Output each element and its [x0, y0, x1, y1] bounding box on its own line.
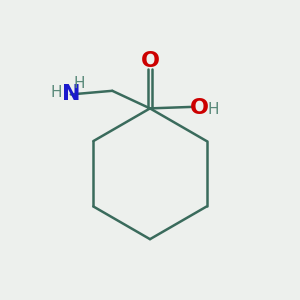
Text: H: H [74, 76, 85, 91]
Text: N: N [61, 84, 80, 104]
Text: H: H [51, 85, 62, 100]
Text: H: H [207, 102, 219, 117]
Text: O: O [190, 98, 208, 118]
Text: O: O [140, 51, 160, 71]
